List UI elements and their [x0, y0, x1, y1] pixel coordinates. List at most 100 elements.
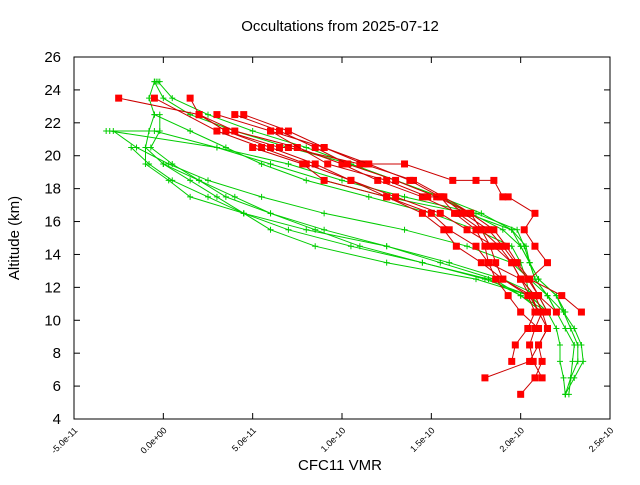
- green-plus-point: [571, 325, 578, 332]
- red-series-6: [240, 111, 543, 332]
- red-square-point: [499, 275, 507, 283]
- red-square-point: [213, 127, 221, 135]
- green-plus-point: [508, 226, 515, 233]
- red-square-point: [508, 357, 516, 365]
- green-plus-point: [187, 193, 194, 200]
- green-plus-point: [562, 325, 569, 332]
- red-square-point: [436, 209, 444, 217]
- red-square-point: [526, 357, 534, 365]
- red-square-point: [302, 160, 310, 168]
- red-square-point: [481, 242, 489, 250]
- x-tick-label: 2.5e-10: [587, 425, 616, 454]
- y-tick-label: 20: [44, 148, 61, 165]
- red-square-point: [392, 176, 400, 184]
- red-square-point: [338, 160, 346, 168]
- x-tick-label: 0.0e+00: [138, 425, 168, 455]
- red-square-point: [356, 160, 364, 168]
- green-plus-point: [574, 358, 581, 365]
- y-tick-label: 10: [44, 312, 61, 329]
- green-plus-point: [567, 374, 574, 381]
- red-square-point: [258, 144, 266, 151]
- green-plus-point: [401, 226, 408, 233]
- green-plus-point: [365, 193, 372, 200]
- x-tick-label: -5.0e-11: [49, 425, 79, 455]
- red-square-point: [320, 176, 328, 184]
- red-square-point: [508, 259, 516, 267]
- green-plus-point: [437, 259, 444, 266]
- red-square-point: [535, 292, 543, 300]
- green-plus-point: [205, 111, 211, 118]
- red-square-point: [524, 292, 532, 300]
- red-square-point: [477, 259, 485, 267]
- green-plus-point: [517, 243, 524, 250]
- red-square-point: [531, 308, 539, 316]
- x-axis-title: CFC11 VMR: [298, 457, 382, 474]
- red-square-point: [343, 160, 351, 168]
- green-plus-point: [222, 144, 229, 151]
- red-square-point: [409, 176, 417, 184]
- red-series-1: [115, 94, 585, 316]
- green-plus-point: [258, 160, 265, 167]
- green-plus-point: [580, 358, 587, 365]
- red-square-point: [359, 160, 367, 168]
- red-square-point: [451, 209, 459, 217]
- green-series-line: [163, 163, 548, 313]
- red-square-point: [240, 111, 248, 119]
- red-square-point: [472, 176, 480, 184]
- red-square-point: [472, 242, 480, 250]
- red-square-point: [275, 144, 283, 151]
- red-square-point: [320, 144, 328, 151]
- green-plus-point: [401, 193, 408, 200]
- green-plus-point: [514, 226, 521, 233]
- red-square-point: [284, 144, 292, 151]
- green-plus-point: [213, 144, 220, 151]
- y-axis-title: Altitude (km): [6, 196, 23, 280]
- red-square-point: [517, 275, 525, 283]
- x-tick-label: 1.0e-10: [319, 425, 348, 454]
- green-plus-point: [222, 193, 229, 200]
- green-plus-point: [517, 292, 524, 299]
- green-plus-point: [169, 95, 176, 102]
- red-square-point: [293, 144, 301, 151]
- green-plus-point: [446, 259, 453, 266]
- y-tick-label: 26: [44, 49, 61, 66]
- red-square-point: [445, 226, 453, 234]
- red-square-point: [490, 242, 498, 250]
- green-plus-point: [523, 243, 530, 250]
- green-plus-point: [312, 226, 319, 233]
- red-square-point: [526, 341, 534, 349]
- y-tick-label: 6: [53, 378, 61, 395]
- red-square-point: [531, 325, 539, 332]
- red-square-point: [374, 176, 382, 184]
- red-square-point: [284, 127, 292, 135]
- red-series-line: [216, 114, 536, 362]
- red-square-point: [449, 176, 457, 184]
- red-square-point: [492, 259, 500, 267]
- red-square-point: [383, 193, 391, 201]
- green-plus-point: [142, 144, 149, 151]
- green-plus-point: [169, 160, 176, 167]
- green-plus-point: [499, 226, 506, 233]
- green-plus-point: [205, 193, 211, 200]
- red-square-point: [499, 193, 507, 201]
- green-plus-point: [464, 243, 471, 250]
- green-plus-point: [478, 210, 485, 217]
- green-plus-point: [312, 243, 319, 250]
- red-square-point: [490, 176, 498, 184]
- green-plus-point: [231, 193, 238, 200]
- green-plus-point: [473, 276, 479, 283]
- red-square-point: [477, 226, 485, 234]
- green-plus-point: [258, 193, 265, 200]
- red-square-point: [502, 242, 510, 250]
- red-square-point: [231, 111, 239, 119]
- green-plus-point: [213, 193, 220, 200]
- x-tick-label: 1.5e-10: [408, 425, 437, 454]
- y-tick-label: 4: [53, 411, 61, 428]
- red-square-point: [531, 209, 539, 217]
- red-square-point: [577, 308, 585, 316]
- red-square-point: [517, 390, 525, 398]
- green-plus-point: [571, 341, 578, 348]
- red-square-point: [524, 325, 532, 332]
- red-square-point: [538, 308, 546, 316]
